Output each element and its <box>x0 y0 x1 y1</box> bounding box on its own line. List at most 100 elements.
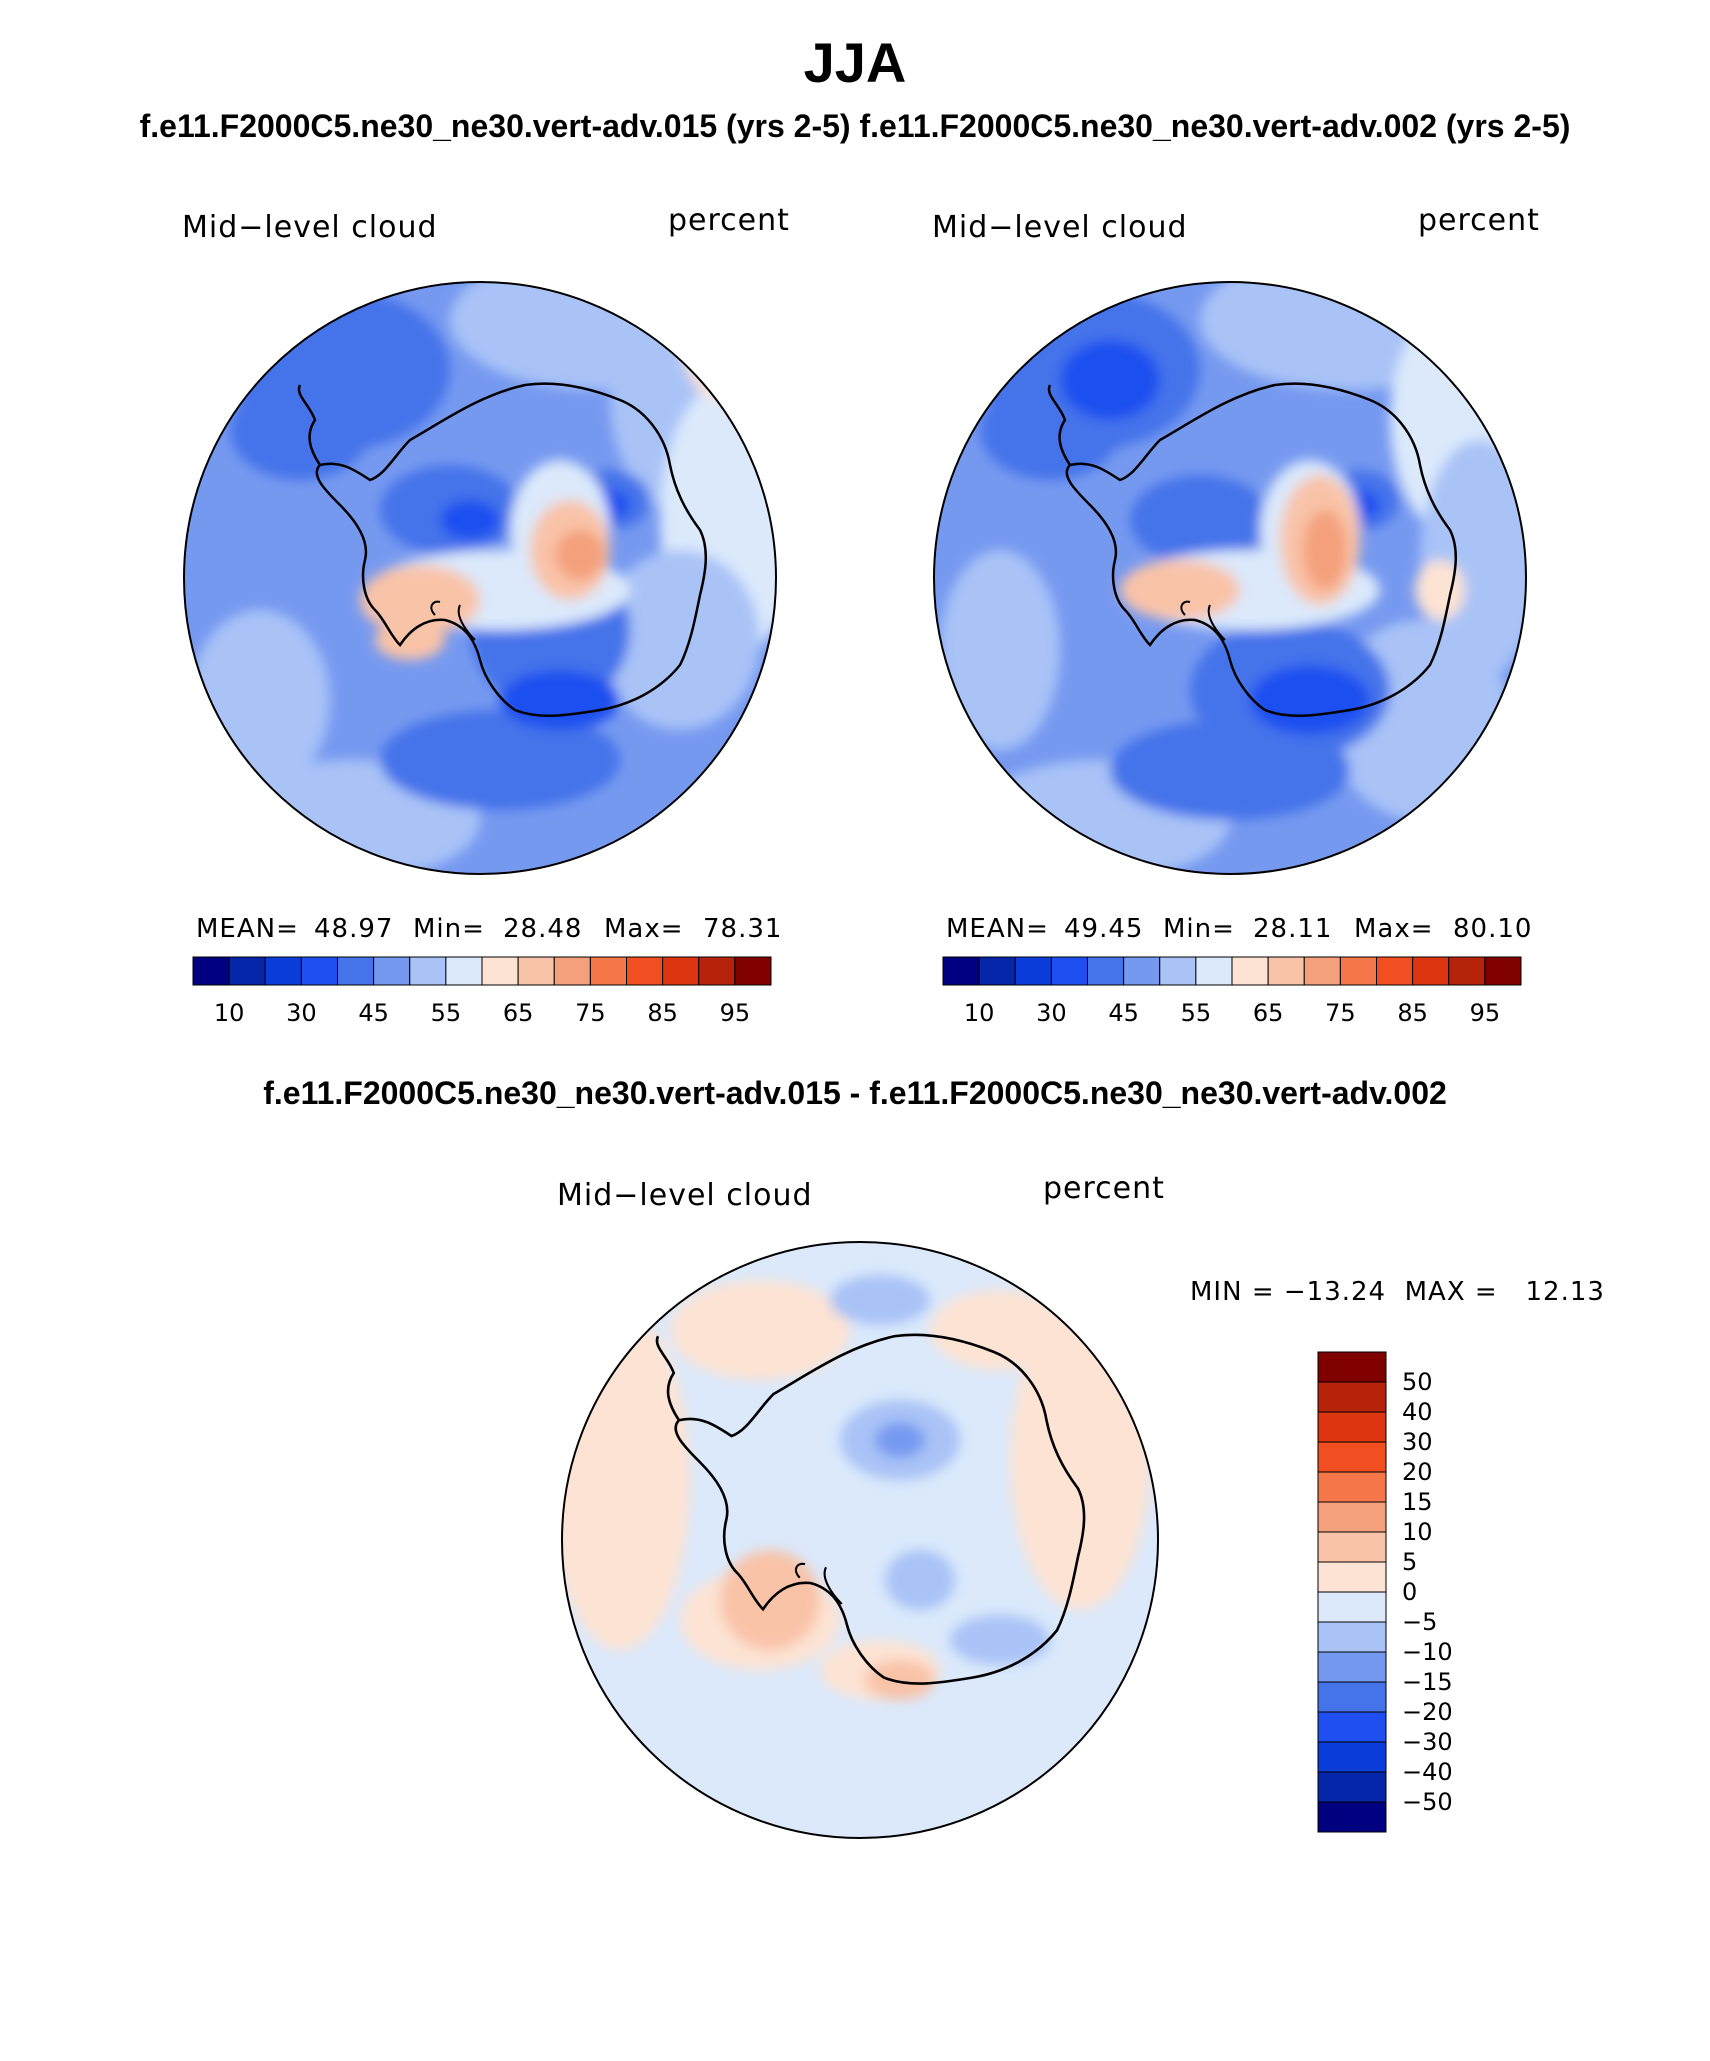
panel1-colorbar-tick-label: 45 <box>358 999 389 1027</box>
panel1-colorbar: 10 30 45 55 65 75 85 95 <box>192 956 772 1027</box>
panel2-min-value: 28.11 <box>1253 914 1333 944</box>
panel1-colorbar-swatch <box>626 956 664 986</box>
diff-units-label: percent <box>1043 1171 1165 1206</box>
panel1-max-value: 78.31 <box>703 914 783 944</box>
panel1-colorbar-swatch <box>337 956 375 986</box>
diff-colorbar-swatch <box>1317 1651 1387 1683</box>
diff-stats: MIN = −13.24 MAX = 12.13 <box>1190 1277 1605 1307</box>
panel2-colorbar-swatch <box>1484 956 1522 986</box>
panel2-units-label: percent <box>1418 203 1540 238</box>
diff-colorbar-tick-label: −15 <box>1402 1668 1453 1696</box>
panel1-colorbar-swatch <box>698 956 736 986</box>
panel1-colorbar-swatch <box>481 956 519 986</box>
diff-colorbar-swatch <box>1317 1711 1387 1743</box>
panel1-colorbar-tick-label: 55 <box>431 999 462 1027</box>
panel2-colorbar-tick-label: 75 <box>1325 999 1356 1027</box>
panel2-mean-label: MEAN= <box>946 914 1049 944</box>
panel1-colorbar-swatch <box>445 956 483 986</box>
panel1-colorbar-swatch <box>373 956 411 986</box>
diff-colorbar-swatch <box>1317 1501 1387 1533</box>
panel2-colorbar-swatch <box>1303 956 1341 986</box>
panel2-colorbar-swatch <box>1448 956 1486 986</box>
diff-colorbar-swatch <box>1317 1351 1387 1383</box>
diff-colorbar-tick-label: 15 <box>1402 1488 1433 1516</box>
panel2-variable-label: Mid−level cloud <box>932 210 1188 245</box>
panel2-colorbar-swatch <box>1267 956 1305 986</box>
panel2-colorbar-tick-label: 30 <box>1036 999 1067 1027</box>
diff-colorbar-tick-label: −30 <box>1402 1728 1453 1756</box>
panel2-colorbar-tick-label: 45 <box>1108 999 1139 1027</box>
panel1-max-label: Max= <box>604 914 684 944</box>
panel2-colorbar-swatch <box>1231 956 1269 986</box>
panel1-min-value: 28.48 <box>503 914 583 944</box>
panel2-min-label: Min= <box>1163 914 1235 944</box>
panel2-max-value: 80.10 <box>1453 914 1533 944</box>
diff-colorbar-swatch <box>1317 1771 1387 1803</box>
difference-title: f.e11.F2000C5.ne30_ne30.vert-adv.015 - f… <box>263 1075 1447 1111</box>
panel1-colorbar-swatch <box>662 956 700 986</box>
case-titles: f.e11.F2000C5.ne30_ne30.vert-adv.015 (yr… <box>139 108 1571 144</box>
panel2-colorbar-tick-label: 10 <box>964 999 995 1027</box>
panel1-mean-label: MEAN= <box>196 914 299 944</box>
panel2-colorbar-swatch <box>1195 956 1233 986</box>
panel1-mean-value: 48.97 <box>314 914 394 944</box>
panel1-colorbar-tick-label: 10 <box>214 999 245 1027</box>
panel1-map <box>183 281 777 875</box>
main-title: JJA <box>803 31 907 94</box>
panel2-colorbar-tick-label: 85 <box>1397 999 1428 1027</box>
diff-colorbar-swatch <box>1317 1561 1387 1593</box>
panel1-colorbar-tick-label: 30 <box>286 999 317 1027</box>
diff-colorbar-tick-label: 0 <box>1402 1578 1417 1606</box>
panel2-colorbar: 10 30 45 55 65 75 85 95 <box>942 956 1522 1027</box>
diff-colorbar-tick-label: −10 <box>1402 1638 1453 1666</box>
panel2-colorbar-swatch <box>1087 956 1125 986</box>
diff-colorbar-tick-label: −50 <box>1402 1788 1453 1816</box>
diff-colorbar-tick-label: −20 <box>1402 1698 1453 1726</box>
panel1-min-label: Min= <box>413 914 485 944</box>
panel1-colorbar-swatch <box>589 956 627 986</box>
panel1-colorbar-tick-label: 65 <box>503 999 534 1027</box>
panel2-colorbar-tick-label: 55 <box>1181 999 1212 1027</box>
diff-colorbar-swatch <box>1317 1591 1387 1623</box>
panel1-colorbar-swatch <box>553 956 591 986</box>
diff-variable-label: Mid−level cloud <box>557 1178 813 1213</box>
panel2-colorbar-swatch <box>1412 956 1450 986</box>
panel1-colorbar-swatch <box>409 956 447 986</box>
panel2-map <box>933 281 1527 875</box>
panel1-variable-label: Mid−level cloud <box>182 210 438 245</box>
diff-colorbar-swatch <box>1317 1801 1387 1833</box>
panel2-colorbar-swatch <box>978 956 1016 986</box>
panel2-colorbar-swatch <box>1050 956 1088 986</box>
diff-colorbar-swatch <box>1317 1381 1387 1413</box>
diff-colorbar-swatch <box>1317 1441 1387 1473</box>
diff-colorbar-tick-label: 30 <box>1402 1428 1433 1456</box>
diff-colorbar-swatch <box>1317 1741 1387 1773</box>
diff-colorbar-swatch <box>1317 1531 1387 1563</box>
panel2-colorbar-swatch <box>1123 956 1161 986</box>
panel2-colorbar-tick-label: 95 <box>1470 999 1501 1027</box>
diff-colorbar-tick-label: −40 <box>1402 1758 1453 1786</box>
diff-colorbar-swatch <box>1317 1411 1387 1443</box>
panel2-mean-value: 49.45 <box>1064 914 1144 944</box>
diff-colorbar-tick-label: 40 <box>1402 1398 1433 1426</box>
diff-colorbar-tick-label: 5 <box>1402 1548 1417 1576</box>
diff-colorbar-tick-label: 10 <box>1402 1518 1433 1546</box>
panel2-colorbar-swatch <box>1159 956 1197 986</box>
panel2-colorbar-swatch <box>1339 956 1377 986</box>
panel2-colorbar-swatch <box>1376 956 1414 986</box>
panel1-colorbar-swatch <box>517 956 555 986</box>
difference-map <box>561 1241 1159 1839</box>
panel1-colorbar-swatch <box>300 956 338 986</box>
panel2-colorbar-swatch <box>1014 956 1052 986</box>
diff-colorbar-tick-label: 20 <box>1402 1458 1433 1486</box>
diff-colorbar-swatch <box>1317 1471 1387 1503</box>
panel1-colorbar-swatch <box>192 956 230 986</box>
panel1-colorbar-swatch <box>264 956 302 986</box>
panel1-units-label: percent <box>668 203 790 238</box>
panel1-colorbar-tick-label: 95 <box>720 999 751 1027</box>
diff-colorbar-swatch <box>1317 1681 1387 1713</box>
panel2-max-label: Max= <box>1354 914 1434 944</box>
panel1-colorbar-swatch <box>734 956 772 986</box>
